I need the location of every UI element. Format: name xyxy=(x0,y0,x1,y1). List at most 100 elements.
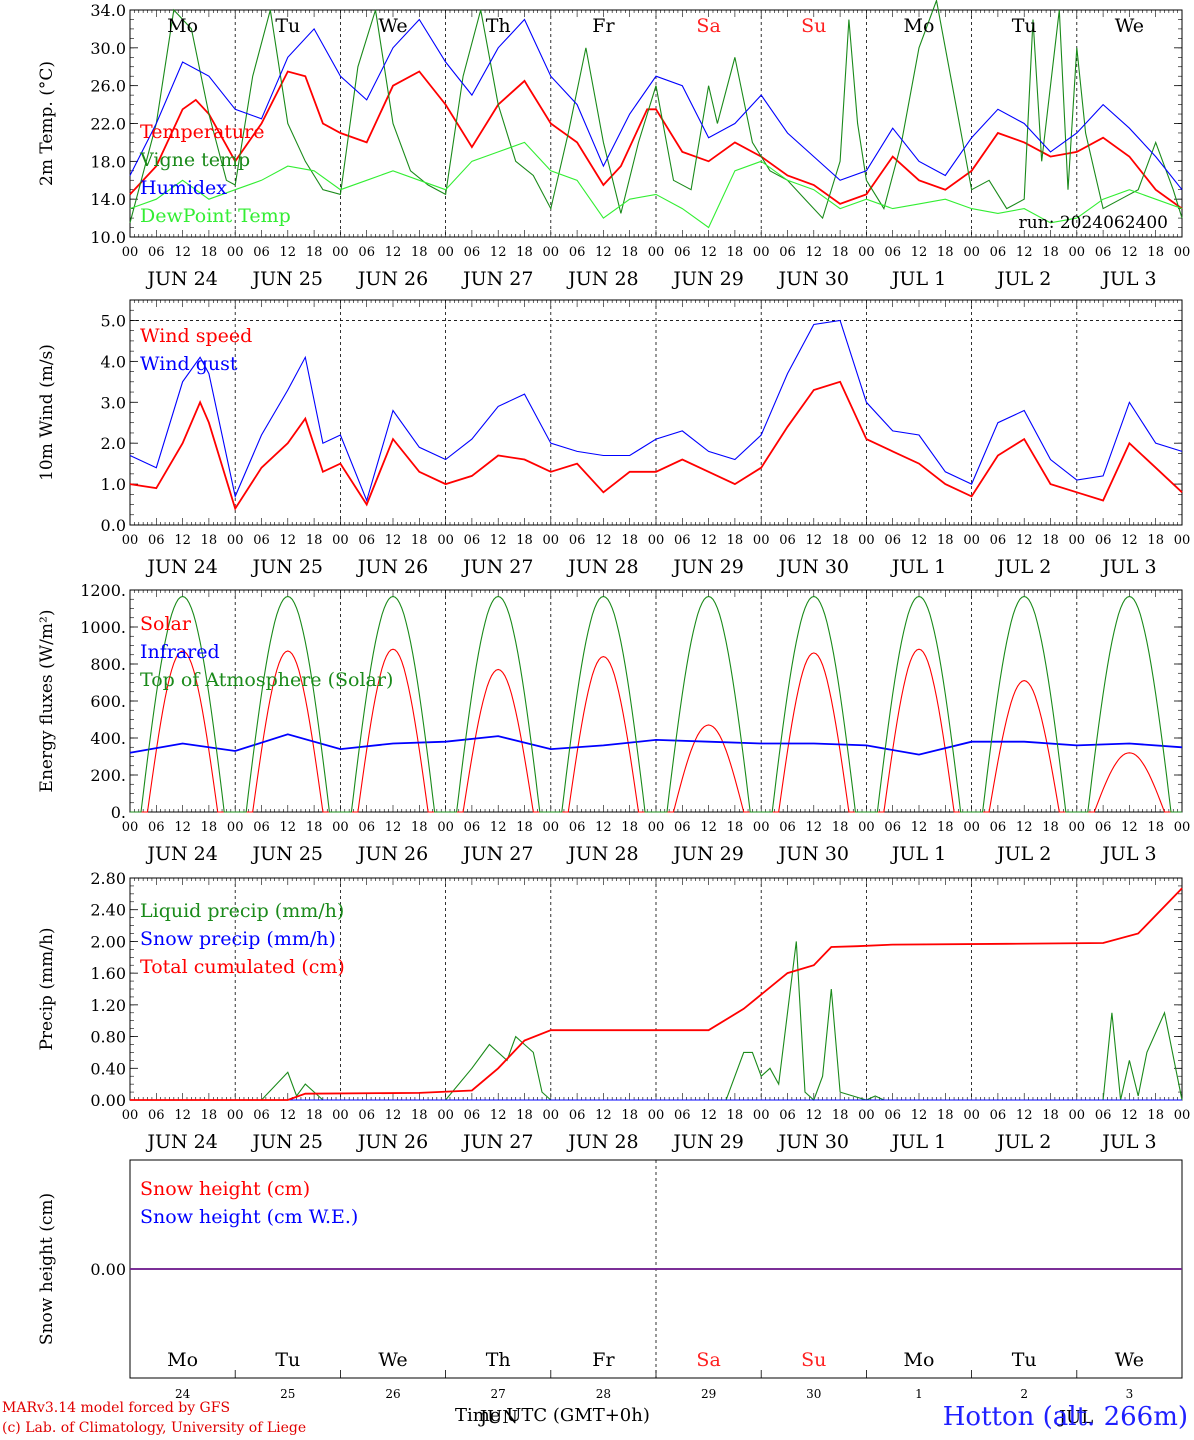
hour-tick-label: 12 xyxy=(700,820,717,835)
date-label: JUN 28 xyxy=(566,843,638,865)
hour-tick-label: 00 xyxy=(227,533,244,548)
hour-tick-label: 18 xyxy=(621,245,638,260)
hour-tick-label: 06 xyxy=(358,1108,375,1123)
hour-tick-label: 18 xyxy=(516,533,533,548)
y-tick-label: 0.00 xyxy=(90,1091,126,1110)
hour-tick-label: 18 xyxy=(832,245,849,260)
hour-tick-label: 12 xyxy=(280,1108,297,1123)
hour-tick-label: 18 xyxy=(516,820,533,835)
date-label: JUN 29 xyxy=(671,268,743,290)
panel-1 xyxy=(129,0,1183,238)
hour-tick-label: 06 xyxy=(779,245,796,260)
date-label: JUN 24 xyxy=(145,268,217,290)
weekday-label: Tu xyxy=(275,15,300,37)
hour-tick-label: 06 xyxy=(1095,533,1112,548)
series-line-humidex xyxy=(129,18,1183,191)
hour-tick-label: 00 xyxy=(227,820,244,835)
hour-tick-label: 18 xyxy=(411,533,428,548)
series-line-top-of-atmosphere-solar xyxy=(130,595,1182,813)
hour-tick-label: 06 xyxy=(674,533,691,548)
hour-tick-label: 06 xyxy=(990,533,1007,548)
hour-tick-label: 18 xyxy=(306,245,323,260)
hour-tick-label: 00 xyxy=(963,1108,980,1123)
date-label: JUN 25 xyxy=(251,1131,323,1153)
series-line-temperature xyxy=(129,70,1183,210)
hour-tick-label: 06 xyxy=(464,820,481,835)
hour-tick-label: 18 xyxy=(727,533,744,548)
hour-tick-label: 06 xyxy=(884,245,901,260)
hour-tick-label: 18 xyxy=(727,1108,744,1123)
hour-tick-label: 12 xyxy=(1016,245,1033,260)
hour-tick-label: 18 xyxy=(1147,1108,1164,1123)
hour-tick-label: 12 xyxy=(806,820,823,835)
hour-tick-label: 18 xyxy=(306,1108,323,1123)
y-tick-label: 1.60 xyxy=(90,964,126,983)
hour-tick-label: 12 xyxy=(174,1108,191,1123)
y-axis-label: 10m Wind (m/s) xyxy=(37,344,57,481)
weekday-label: We xyxy=(378,15,407,37)
hour-tick-label: 18 xyxy=(937,533,954,548)
hour-tick-label: 06 xyxy=(569,1108,586,1123)
hour-tick-label: 06 xyxy=(358,533,375,548)
hour-tick-label: 12 xyxy=(806,1108,823,1123)
weekday-label: Mo xyxy=(904,15,935,37)
hour-tick-label: 18 xyxy=(201,1108,218,1123)
legend-entry: Liquid precip (mm/h) xyxy=(140,900,344,922)
day-number-label: 2 xyxy=(1020,1387,1028,1401)
panel-3 xyxy=(129,589,1183,813)
weekday-label: Th xyxy=(486,1349,511,1371)
day-number-label: 27 xyxy=(491,1387,506,1401)
hour-tick-label: 06 xyxy=(358,245,375,260)
model-credit: MARv3.14 model forced by GFS xyxy=(2,1400,231,1416)
hour-tick-label: 18 xyxy=(621,1108,638,1123)
hour-tick-label: 18 xyxy=(306,820,323,835)
y-tick-label: 0.00 xyxy=(90,1260,126,1279)
panel-frame xyxy=(129,299,1183,526)
hour-tick-label: 06 xyxy=(358,820,375,835)
date-label: JUL 3 xyxy=(1100,556,1156,578)
hour-tick-label: 18 xyxy=(1147,820,1164,835)
hour-tick-label: 06 xyxy=(253,1108,270,1123)
hour-tick-label: 18 xyxy=(201,820,218,835)
hour-tick-label: 18 xyxy=(832,1108,849,1123)
month-label: JUL xyxy=(1057,1407,1093,1428)
day-number-label: 3 xyxy=(1126,1387,1134,1401)
hour-tick-label: 00 xyxy=(332,245,349,260)
hour-tick-label: 00 xyxy=(1174,245,1191,260)
y-tick-label: 30.0 xyxy=(90,39,126,58)
hour-tick-label: 00 xyxy=(437,820,454,835)
hour-tick-label: 00 xyxy=(437,533,454,548)
legend-entry: Snow height (cm) xyxy=(140,1178,310,1200)
hour-tick-label: 12 xyxy=(174,820,191,835)
hour-tick-label: 06 xyxy=(464,533,481,548)
date-label: JUL 1 xyxy=(890,1131,946,1153)
hour-tick-label: 00 xyxy=(227,245,244,260)
date-label: JUL 3 xyxy=(1100,843,1156,865)
series-line-infrared xyxy=(129,733,1183,756)
panel-2 xyxy=(129,299,1183,526)
hour-tick-label: 12 xyxy=(1016,820,1033,835)
weekday-label: Tu xyxy=(275,1349,300,1371)
hour-tick-label: 12 xyxy=(385,820,402,835)
hour-tick-label: 00 xyxy=(332,1108,349,1123)
hour-tick-label: 00 xyxy=(858,533,875,548)
panel-5 xyxy=(129,1159,1183,1379)
hour-tick-label: 18 xyxy=(727,820,744,835)
hour-tick-label: 18 xyxy=(937,1108,954,1123)
legend-entry: Infrared xyxy=(140,641,220,663)
hour-tick-label: 00 xyxy=(963,820,980,835)
date-label: JUN 26 xyxy=(356,1131,428,1153)
hour-tick-label: 06 xyxy=(569,533,586,548)
weekday-label: Mo xyxy=(904,1349,935,1371)
hour-tick-label: 00 xyxy=(332,533,349,548)
hour-tick-label: 00 xyxy=(1069,533,1086,548)
hour-tick-label: 18 xyxy=(937,820,954,835)
hour-tick-label: 12 xyxy=(911,533,928,548)
hour-tick-label: 00 xyxy=(1069,1108,1086,1123)
legend-entry: Top of Atmosphere (Solar) xyxy=(140,669,393,691)
y-tick-label: 18.0 xyxy=(90,152,126,171)
hour-tick-label: 00 xyxy=(858,245,875,260)
hour-tick-label: 18 xyxy=(1147,245,1164,260)
y-tick-label: 2.40 xyxy=(90,901,126,920)
hour-tick-label: 00 xyxy=(753,533,770,548)
